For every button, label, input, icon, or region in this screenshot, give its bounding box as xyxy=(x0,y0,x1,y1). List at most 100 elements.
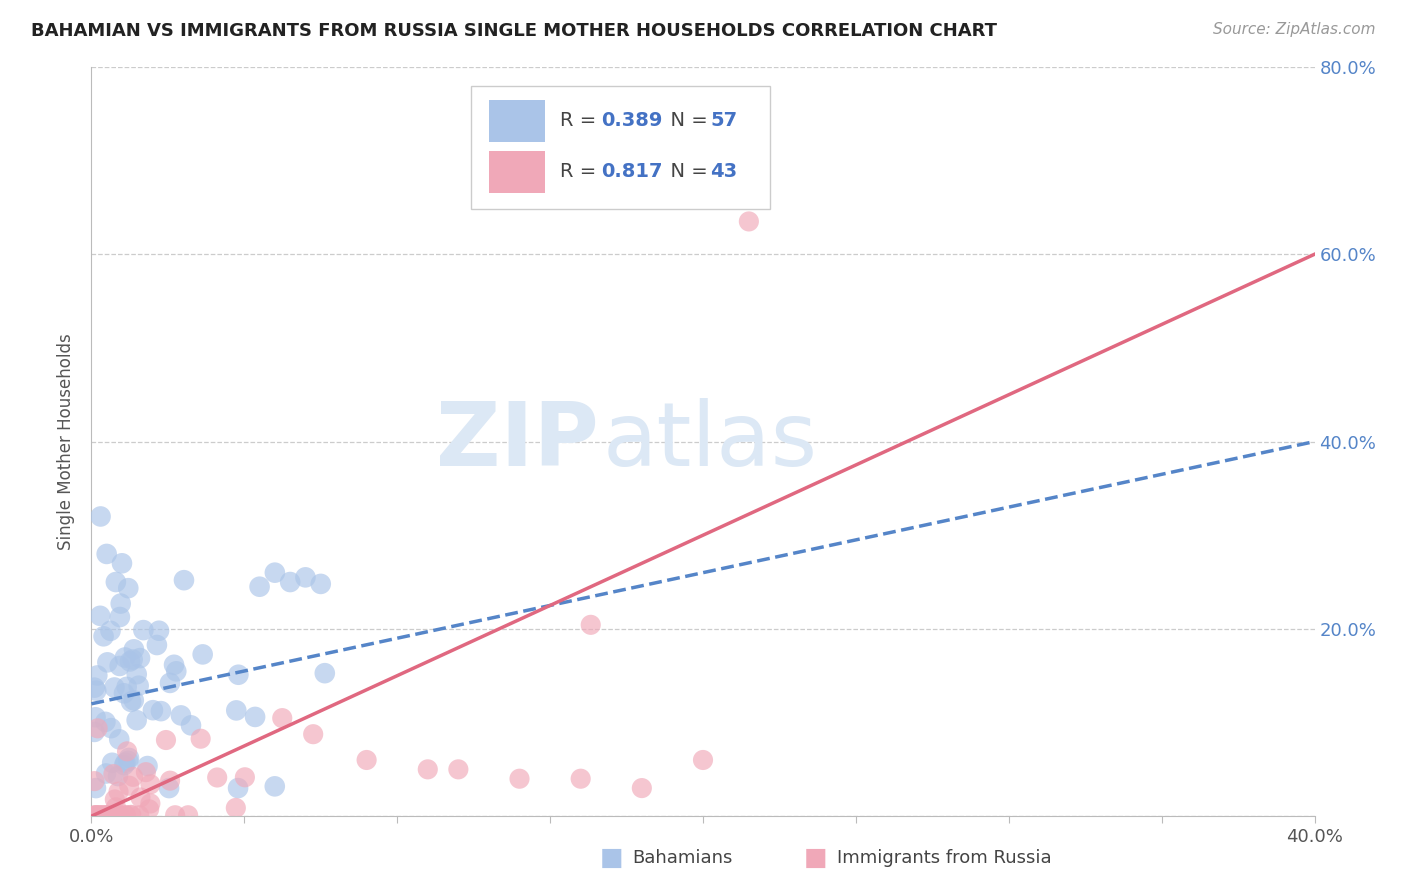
Text: ZIP: ZIP xyxy=(436,398,599,485)
Point xyxy=(112,686,135,700)
Point xyxy=(100,624,122,638)
Point xyxy=(225,801,247,815)
Point xyxy=(120,808,142,822)
Point xyxy=(96,547,118,561)
Text: atlas: atlas xyxy=(603,398,818,485)
Point xyxy=(191,648,214,662)
Point xyxy=(302,727,325,741)
Point xyxy=(84,710,107,724)
Point xyxy=(87,808,110,822)
Point xyxy=(86,668,108,682)
Point xyxy=(125,667,148,681)
Point xyxy=(84,808,107,822)
Text: BAHAMIAN VS IMMIGRANTS FROM RUSSIA SINGLE MOTHER HOUSEHOLDS CORRELATION CHART: BAHAMIAN VS IMMIGRANTS FROM RUSSIA SINGL… xyxy=(31,22,997,40)
Point xyxy=(100,721,122,735)
Point xyxy=(84,781,107,796)
Point xyxy=(314,666,336,681)
Point xyxy=(122,642,145,657)
Point xyxy=(173,573,195,587)
Point xyxy=(83,681,105,695)
Point xyxy=(356,753,378,767)
Point xyxy=(108,610,131,624)
Point xyxy=(108,808,131,822)
Point xyxy=(264,566,287,580)
Point xyxy=(110,597,132,611)
Point xyxy=(509,772,531,786)
Point xyxy=(98,808,121,822)
Point xyxy=(180,718,202,732)
Text: Source: ZipAtlas.com: Source: ZipAtlas.com xyxy=(1212,22,1375,37)
Point xyxy=(115,808,138,822)
Text: Bahamians: Bahamians xyxy=(633,849,733,867)
Point xyxy=(125,713,148,727)
Text: ■: ■ xyxy=(804,847,827,870)
Point xyxy=(128,808,150,822)
Point xyxy=(118,751,141,765)
Point xyxy=(114,808,136,822)
Text: Immigrants from Russia: Immigrants from Russia xyxy=(837,849,1052,867)
Point xyxy=(226,781,249,796)
Point xyxy=(101,756,124,770)
Point xyxy=(96,656,118,670)
FancyBboxPatch shape xyxy=(489,151,546,193)
Point xyxy=(97,808,120,822)
Point xyxy=(205,771,228,785)
Point xyxy=(93,629,115,643)
Text: R =: R = xyxy=(560,162,602,181)
Text: ■: ■ xyxy=(600,847,623,870)
Point xyxy=(103,681,125,695)
Point xyxy=(136,759,159,773)
Point xyxy=(108,808,131,822)
Point xyxy=(84,683,107,698)
Point xyxy=(139,797,162,811)
Point xyxy=(243,710,266,724)
Point xyxy=(165,665,187,679)
Point xyxy=(177,808,200,822)
Point xyxy=(83,774,105,789)
Point xyxy=(225,703,247,717)
Point xyxy=(122,770,145,784)
Point xyxy=(112,758,135,772)
Point xyxy=(108,659,131,673)
Point xyxy=(271,711,294,725)
Text: R =: R = xyxy=(560,112,602,130)
Point xyxy=(90,509,112,524)
FancyBboxPatch shape xyxy=(489,100,546,142)
Point xyxy=(148,624,170,638)
FancyBboxPatch shape xyxy=(471,86,770,210)
Point xyxy=(159,773,181,788)
Text: 0.389: 0.389 xyxy=(602,112,662,130)
Point xyxy=(115,680,138,694)
Point xyxy=(692,753,714,767)
Point xyxy=(135,765,157,780)
Point xyxy=(579,617,602,632)
Point xyxy=(104,792,127,806)
Point xyxy=(157,781,180,796)
Point xyxy=(117,581,139,595)
Point xyxy=(138,802,160,816)
Point xyxy=(569,772,592,786)
Point xyxy=(278,574,301,589)
Point xyxy=(165,808,187,822)
Point xyxy=(89,808,111,822)
Point xyxy=(107,769,129,783)
Point xyxy=(105,800,128,814)
Point xyxy=(115,744,138,758)
Point xyxy=(263,780,285,794)
Point xyxy=(94,808,117,822)
Point xyxy=(84,808,107,822)
Point xyxy=(228,667,250,681)
Point xyxy=(139,777,162,791)
Point xyxy=(107,785,129,799)
Point xyxy=(108,732,131,747)
Point xyxy=(118,655,141,669)
Point xyxy=(129,790,152,805)
Point xyxy=(142,703,165,717)
Point xyxy=(416,762,439,776)
Point xyxy=(120,695,142,709)
Point xyxy=(114,756,136,770)
Point xyxy=(103,767,125,781)
Point xyxy=(91,808,114,822)
Point xyxy=(170,708,193,723)
Point xyxy=(120,807,142,822)
